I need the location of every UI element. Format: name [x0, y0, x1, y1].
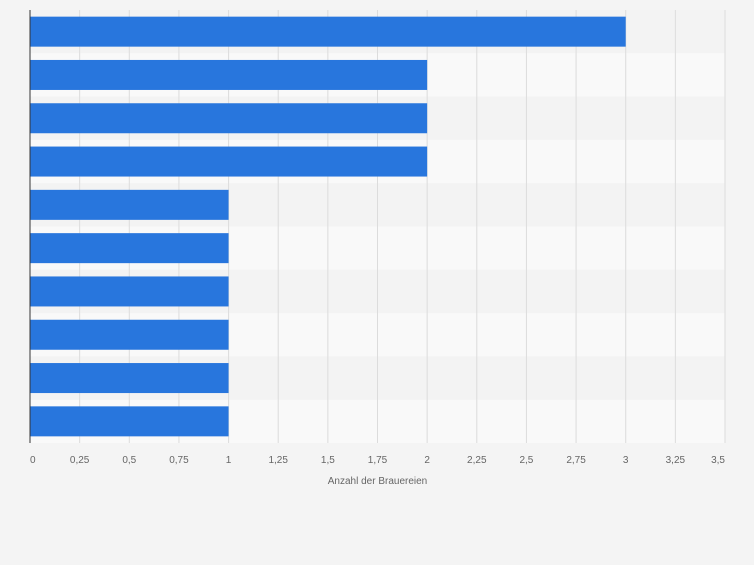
- bar[interactable]: [30, 146, 428, 177]
- x-axis-tick-labels: 0 0,25 0,5 0,75 1 1,25 1,5 1,75 2 2,25 2,5 2,75 3 3,2…: [30, 455, 725, 466]
- x-tick-label: 1,25: [268, 455, 288, 466]
- bar[interactable]: [30, 319, 229, 350]
- bar[interactable]: [30, 233, 229, 264]
- bar[interactable]: [30, 103, 428, 134]
- x-axis-title: Anzahl der Brauereien: [328, 476, 428, 487]
- x-tick-label: 0: [30, 455, 36, 466]
- bar[interactable]: [30, 59, 428, 90]
- bar[interactable]: [30, 276, 229, 307]
- bar-series: [30, 16, 626, 437]
- x-tick-label: 0,75: [169, 455, 189, 466]
- x-tick-label: 0,5: [122, 455, 136, 466]
- x-tick-label: 1: [226, 455, 232, 466]
- x-tick-label: 2: [424, 455, 430, 466]
- bar[interactable]: [30, 189, 229, 220]
- bar[interactable]: [30, 406, 229, 437]
- x-tick-label: 3,5: [711, 455, 725, 466]
- x-tick-label: 3: [623, 455, 629, 466]
- bar[interactable]: [30, 16, 626, 47]
- bar[interactable]: [30, 363, 229, 394]
- x-tick-label: 2,5: [519, 455, 533, 466]
- x-tick-label: 2,25: [467, 455, 487, 466]
- x-tick-label: 0,25: [70, 455, 90, 466]
- x-tick-label: 2,75: [566, 455, 586, 466]
- x-tick-label: 3,25: [666, 455, 686, 466]
- x-tick-label: 1,5: [321, 455, 335, 466]
- x-tick-label: 1,75: [368, 455, 388, 466]
